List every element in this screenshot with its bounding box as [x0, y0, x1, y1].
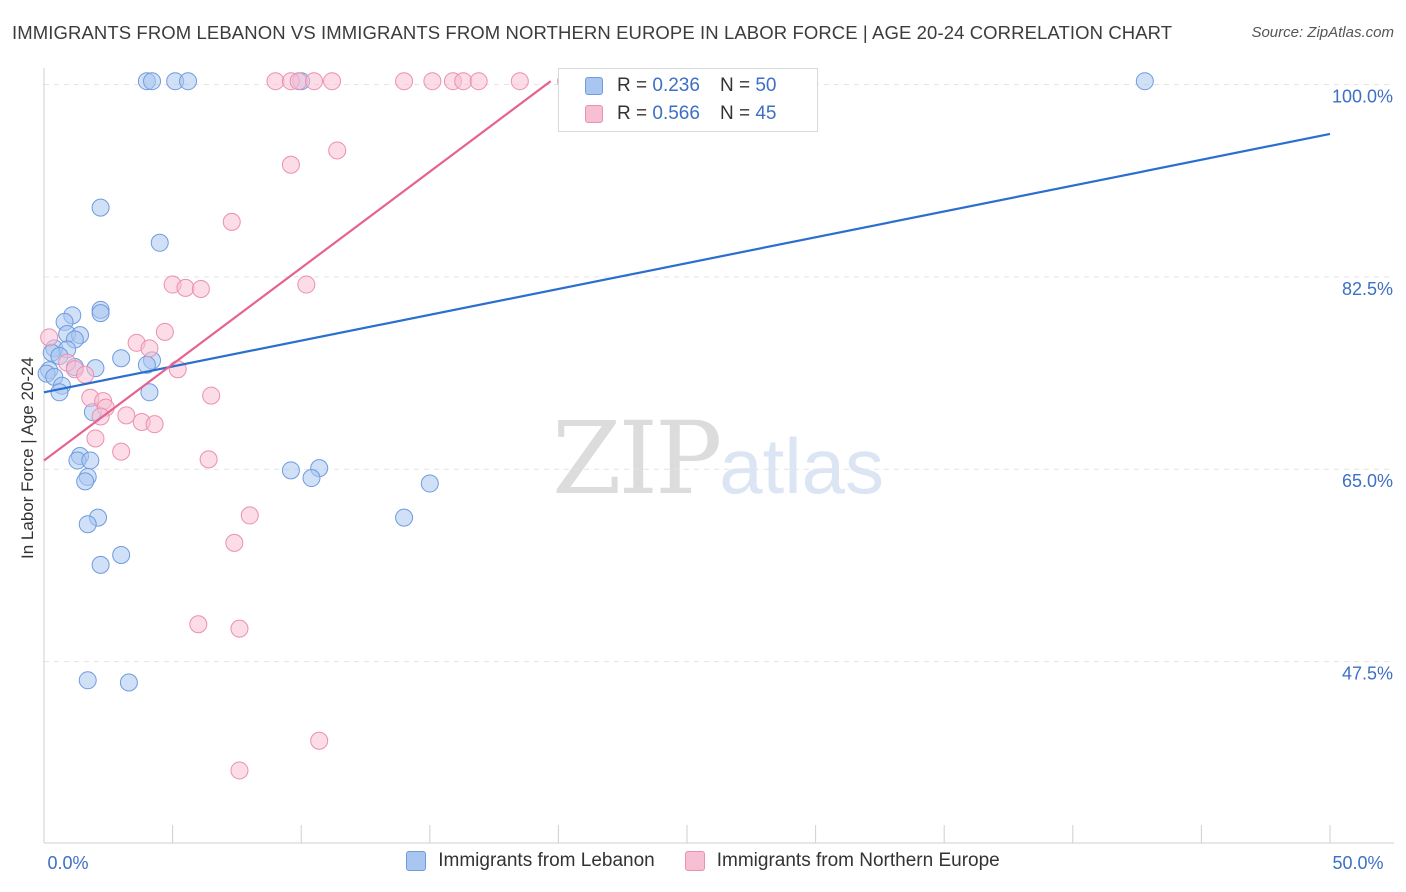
y-tick-label: 65.0%	[1342, 471, 1393, 491]
point-lebanon	[179, 72, 198, 91]
point-northern-europe	[191, 279, 210, 298]
legend-n-value: 50	[755, 75, 777, 96]
source-label: Source: ZipAtlas.com	[1251, 24, 1394, 41]
point-northern-europe	[281, 155, 300, 174]
point-northern-europe	[202, 386, 221, 405]
legend-label-lebanon: Immigrants from Lebanon	[438, 850, 655, 871]
legend-r-label: R =	[617, 75, 648, 96]
trendline-northern-europe	[43, 80, 552, 462]
stats-legend: R = 0.236 N = 50 R = 0.566 N = 45	[558, 68, 818, 132]
legend-n-label: N =	[719, 75, 751, 96]
point-northern-europe	[176, 278, 195, 297]
chart-title: IMMIGRANTS FROM LEBANON VS IMMIGRANTS FR…	[12, 22, 1173, 43]
legend-r-label: R =	[617, 103, 648, 124]
point-northern-europe	[117, 406, 136, 425]
point-lebanon	[112, 349, 131, 368]
point-northern-europe	[423, 72, 442, 91]
point-northern-europe	[140, 339, 159, 358]
point-lebanon	[420, 474, 439, 493]
point-lebanon	[78, 671, 97, 690]
legend-swatch-lebanon	[406, 851, 427, 871]
point-lebanon	[140, 383, 159, 402]
point-northern-europe	[225, 533, 244, 552]
point-northern-europe	[454, 72, 473, 91]
legend-swatch-lebanon	[585, 77, 603, 95]
y-tick-label: 47.5%	[1342, 664, 1393, 684]
point-northern-europe	[266, 72, 285, 91]
point-lebanon	[78, 515, 97, 534]
legend-r-value: 0.566	[652, 103, 700, 124]
point-northern-europe	[40, 328, 59, 347]
point-northern-europe	[305, 72, 324, 91]
point-lebanon	[76, 472, 95, 491]
watermark: ZIPatlas	[552, 400, 884, 517]
point-lebanon	[281, 461, 300, 480]
legend-label-northern-europe: Immigrants from Northern Europe	[716, 850, 1000, 871]
y-tick-label: 82.5%	[1342, 279, 1393, 299]
watermark-atlas: atlas	[719, 422, 885, 510]
point-lebanon	[81, 451, 100, 470]
point-lebanon	[395, 508, 414, 527]
series-legend: Immigrants from Lebanon Immigrants from …	[0, 850, 1406, 872]
legend-swatch-northern-europe	[585, 105, 603, 123]
watermark-zip: ZIP	[552, 400, 722, 517]
trendline-lebanon	[43, 132, 1331, 394]
point-northern-europe	[469, 72, 488, 91]
point-lebanon	[150, 233, 169, 252]
point-northern-europe	[112, 442, 131, 461]
legend-row-lebanon: R = 0.236 N = 50	[559, 72, 776, 100]
point-northern-europe	[310, 731, 329, 750]
point-lebanon	[91, 555, 110, 574]
point-northern-europe	[297, 275, 316, 294]
point-northern-europe	[145, 415, 164, 434]
legend-swatch-northern-europe	[684, 851, 705, 871]
y-axis-label: In Labor Force | Age 20-24	[18, 357, 37, 559]
legend-row-northern-europe: R = 0.566 N = 45	[559, 100, 776, 128]
point-lebanon	[112, 545, 131, 564]
point-lebanon	[1135, 72, 1154, 91]
legend-item-lebanon[interactable]: Immigrants from Lebanon	[406, 850, 655, 872]
point-northern-europe	[155, 322, 174, 341]
point-northern-europe	[240, 506, 259, 525]
point-northern-europe	[395, 72, 414, 91]
point-lebanon	[143, 72, 162, 91]
legend-n-label: N =	[719, 103, 751, 124]
point-northern-europe	[189, 615, 208, 634]
point-lebanon	[91, 304, 110, 323]
point-lebanon	[50, 383, 69, 402]
y-tick-label: 100.0%	[1332, 86, 1393, 106]
point-lebanon	[119, 673, 138, 692]
point-northern-europe	[323, 72, 342, 91]
point-northern-europe	[222, 212, 241, 231]
point-northern-europe	[86, 429, 105, 448]
point-northern-europe	[230, 761, 249, 780]
x-tick-label: 0.0%	[47, 853, 88, 873]
point-northern-europe	[199, 450, 218, 469]
point-lebanon	[91, 198, 110, 217]
legend-item-northern-europe[interactable]: Immigrants from Northern Europe	[684, 850, 1000, 872]
legend-r-value: 0.236	[652, 75, 700, 96]
point-northern-europe	[510, 72, 529, 91]
point-northern-europe	[76, 365, 95, 384]
x-tick-label: 50.0%	[1332, 853, 1383, 873]
legend-n-value: 45	[755, 103, 777, 124]
point-northern-europe	[328, 141, 347, 160]
point-northern-europe	[289, 72, 308, 91]
point-lebanon	[302, 469, 321, 488]
point-northern-europe	[230, 619, 249, 638]
